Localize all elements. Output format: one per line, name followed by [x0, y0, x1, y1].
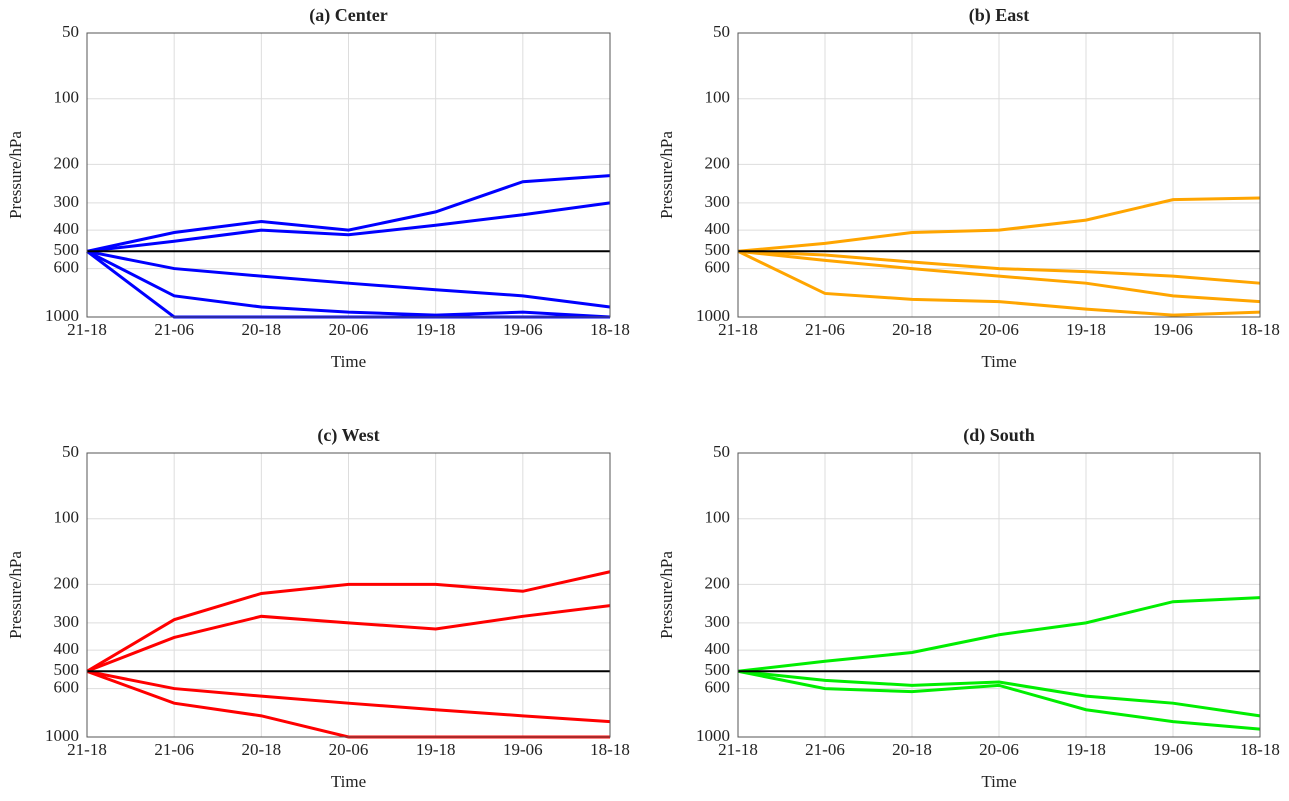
- plot-frame: [737, 452, 1261, 738]
- y-tick-label: 1000: [45, 726, 79, 745]
- line: [86, 570, 611, 673]
- x-tick-label: 19-06: [1153, 320, 1193, 339]
- line: [737, 669, 1261, 718]
- x-tick-label: 18-18: [590, 740, 630, 759]
- chart-title: (b) East: [969, 5, 1030, 26]
- y-tick-label: 400: [54, 219, 80, 238]
- x-tick-label: 21-18: [718, 320, 758, 339]
- x-tick-label: 20-18: [241, 740, 281, 759]
- x-axis-label: Time: [331, 352, 366, 371]
- y-tick-label: 100: [54, 508, 80, 527]
- line: [737, 596, 1261, 673]
- plot-frame: [86, 452, 611, 738]
- y-tick-label: 500: [705, 240, 731, 259]
- y-tick-label: 600: [54, 677, 80, 696]
- x-tick-label: 19-06: [503, 320, 543, 339]
- x-axis-label: Time: [331, 772, 366, 791]
- x-tick-label: 20-06: [329, 320, 369, 339]
- y-tick-label: 400: [705, 639, 731, 658]
- y-tick-label: 400: [705, 219, 731, 238]
- y-tick-label: 500: [54, 660, 80, 679]
- y-tick-label: 200: [705, 153, 731, 172]
- x-axis-label: Time: [981, 352, 1016, 371]
- y-tick-label: 300: [705, 192, 731, 211]
- x-tick-label: 20-06: [979, 740, 1019, 759]
- line: [86, 604, 611, 673]
- x-tick-label: 18-18: [1240, 320, 1280, 339]
- x-tick-label: 21-06: [805, 740, 845, 759]
- y-axis-label: Pressure/hPa: [6, 131, 25, 219]
- y-tick-label: 1000: [696, 726, 730, 745]
- y-axis-label: Pressure/hPa: [6, 551, 25, 639]
- x-tick-label: 21-18: [67, 740, 107, 759]
- y-tick-label: 50: [713, 442, 730, 461]
- line: [737, 249, 1261, 317]
- x-tick-label: 19-18: [416, 740, 456, 759]
- x-tick-label: 19-18: [416, 320, 456, 339]
- y-tick-label: 600: [705, 677, 731, 696]
- plot-frame: [737, 32, 1261, 318]
- y-tick-label: 50: [713, 22, 730, 41]
- y-tick-label: 200: [705, 573, 731, 592]
- line: [86, 249, 611, 309]
- y-tick-label: 300: [54, 612, 80, 631]
- y-tick-label: 100: [705, 88, 731, 107]
- y-tick-label: 200: [54, 573, 80, 592]
- x-tick-label: 20-06: [979, 320, 1019, 339]
- x-tick-label: 19-18: [1066, 320, 1106, 339]
- line: [86, 669, 611, 724]
- y-tick-label: 300: [705, 612, 731, 631]
- x-tick-label: 21-18: [67, 320, 107, 339]
- x-axis-label: Time: [981, 772, 1016, 791]
- y-tick-label: 1000: [696, 306, 730, 325]
- x-tick-label: 18-18: [1240, 740, 1280, 759]
- x-tick-label: 19-06: [1153, 740, 1193, 759]
- x-tick-label: 20-18: [241, 320, 281, 339]
- y-tick-label: 600: [705, 257, 731, 276]
- chart-title: (d) South: [963, 425, 1035, 446]
- y-tick-label: 50: [62, 22, 79, 41]
- y-axis-label: Pressure/hPa: [657, 551, 676, 639]
- y-tick-label: 300: [54, 192, 80, 211]
- x-tick-label: 21-06: [154, 740, 194, 759]
- line: [737, 196, 1261, 253]
- x-tick-label: 21-06: [805, 320, 845, 339]
- line: [737, 249, 1261, 304]
- y-tick-label: 500: [705, 660, 731, 679]
- plot-frame: [86, 32, 611, 318]
- y-tick-label: 1000: [45, 306, 79, 325]
- x-tick-label: 20-06: [329, 740, 369, 759]
- x-tick-label: 19-18: [1066, 740, 1106, 759]
- y-tick-label: 200: [54, 153, 80, 172]
- line: [86, 249, 611, 319]
- y-tick-label: 50: [62, 442, 79, 461]
- x-tick-label: 21-18: [718, 740, 758, 759]
- x-tick-label: 18-18: [590, 320, 630, 339]
- y-tick-label: 600: [54, 257, 80, 276]
- line: [737, 669, 1261, 731]
- y-axis-label: Pressure/hPa: [657, 131, 676, 219]
- y-tick-label: 100: [54, 88, 80, 107]
- line: [737, 249, 1261, 285]
- y-tick-label: 500: [54, 240, 80, 259]
- x-tick-label: 20-18: [892, 740, 932, 759]
- x-tick-label: 20-18: [892, 320, 932, 339]
- x-tick-label: 21-06: [154, 320, 194, 339]
- chart-title: (c) West: [317, 425, 379, 446]
- chart-title: (a) Center: [309, 5, 387, 26]
- line: [86, 174, 611, 253]
- line: [86, 201, 611, 253]
- y-tick-label: 400: [54, 639, 80, 658]
- y-tick-label: 100: [705, 508, 731, 527]
- x-tick-label: 19-06: [503, 740, 543, 759]
